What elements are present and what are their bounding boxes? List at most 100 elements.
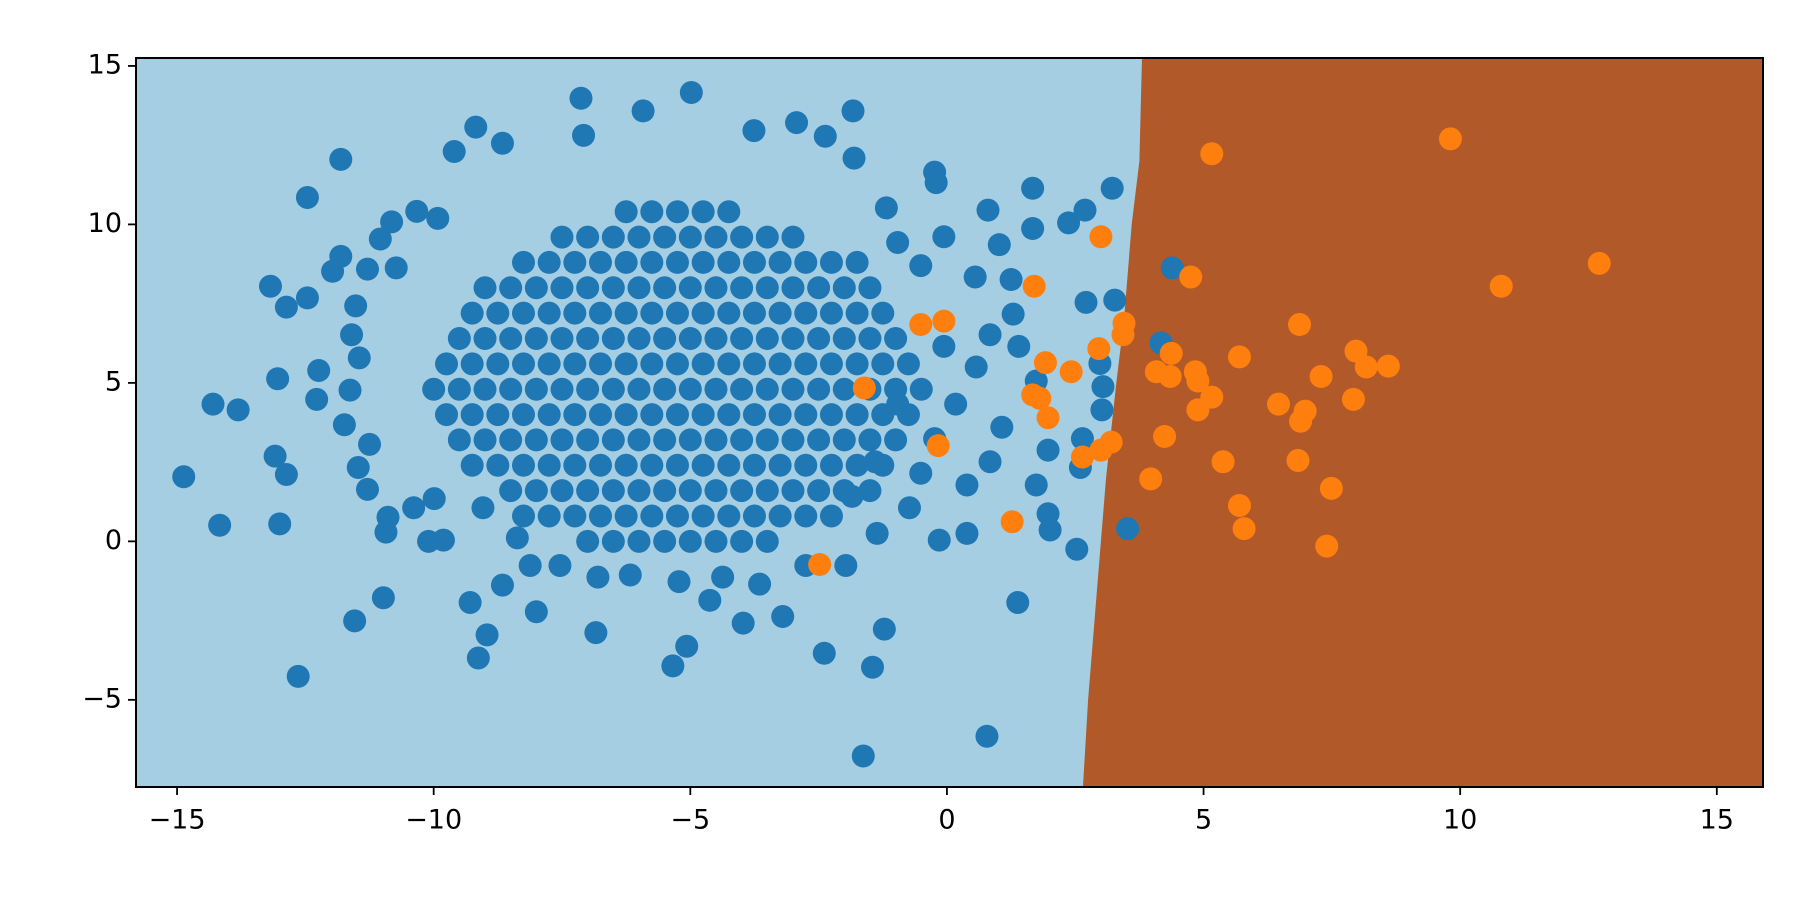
scatter-point — [1059, 360, 1083, 384]
scatter-point — [871, 301, 895, 325]
scatter-point — [569, 86, 593, 110]
scatter-point — [1200, 142, 1224, 166]
scatter-point — [1186, 398, 1210, 422]
scatter-point — [640, 453, 664, 477]
scatter-point — [742, 119, 766, 143]
scatter-point — [490, 131, 514, 155]
scatter-point — [781, 479, 805, 503]
scatter-point — [717, 453, 741, 477]
scatter-point — [819, 403, 843, 427]
scatter-point — [1091, 375, 1115, 399]
scatter-point — [807, 479, 831, 503]
scatter-point — [576, 276, 600, 300]
scatter-point — [704, 428, 728, 452]
scatter-point — [730, 479, 754, 503]
scatter-point — [274, 295, 298, 319]
scatter-point — [588, 453, 612, 477]
scatter-point — [640, 504, 664, 528]
scatter-point — [963, 265, 987, 289]
axes: −15 −10 −5 0 5 10 15 −5 0 5 10 15 — [82, 49, 1764, 836]
scatter-point — [785, 111, 809, 135]
scatter-point — [486, 352, 510, 376]
scatter-point — [845, 453, 869, 477]
scatter-point — [384, 256, 408, 280]
scatter-point — [807, 428, 831, 452]
scatter-point — [435, 352, 459, 376]
scatter-point — [601, 327, 625, 351]
scatter-point — [473, 276, 497, 300]
scatter-point — [1036, 406, 1060, 430]
scatter-point — [548, 553, 572, 577]
scatter-point — [665, 301, 689, 325]
scatter-point — [627, 225, 651, 249]
scatter-point — [475, 623, 499, 647]
scatter-point — [944, 392, 968, 416]
scatter-point — [499, 276, 523, 300]
scatter-point — [731, 611, 755, 635]
scatter-point — [524, 479, 548, 503]
scatter-point — [834, 553, 858, 577]
scatter-point — [819, 301, 843, 325]
scatter-point — [329, 244, 353, 268]
y-tick-label: 15 — [88, 49, 122, 80]
scatter-point — [1227, 494, 1251, 518]
scatter-point — [1159, 341, 1183, 365]
scatter-point — [964, 355, 988, 379]
scatter-point — [1090, 398, 1114, 422]
scatter-point — [447, 327, 471, 351]
scatter-point — [717, 301, 741, 325]
scatter-point — [794, 301, 818, 325]
scatter-point — [1022, 274, 1046, 298]
scatter-point — [640, 250, 664, 274]
scatter-point — [665, 200, 689, 224]
scatter-point — [1024, 473, 1048, 497]
scatter-point — [512, 403, 536, 427]
scatter-point — [447, 377, 471, 401]
scatter-point — [653, 377, 677, 401]
scatter-point — [640, 403, 664, 427]
scatter-point — [807, 327, 831, 351]
scatter-point — [460, 301, 484, 325]
scatter-point — [537, 504, 561, 528]
scatter-point — [1153, 424, 1177, 448]
scatter-point — [768, 352, 792, 376]
scatter-point — [678, 327, 702, 351]
scatter-point — [807, 276, 831, 300]
scatter-point — [576, 327, 600, 351]
scatter-point — [1036, 438, 1060, 462]
scatter-point — [755, 428, 779, 452]
scatter-point — [563, 403, 587, 427]
scatter-point — [730, 276, 754, 300]
scatter-point — [614, 301, 638, 325]
scatter-point — [813, 124, 837, 148]
scatter-point — [1227, 345, 1251, 369]
scatter-point — [307, 359, 331, 383]
scatter-point — [332, 413, 356, 437]
scatter-point — [640, 352, 664, 376]
scatter-point — [755, 225, 779, 249]
scatter-point — [871, 352, 895, 376]
y-tick-label: −5 — [82, 683, 122, 714]
scatter-point — [808, 552, 832, 576]
scatter-point — [691, 250, 715, 274]
scatter-point — [1289, 409, 1313, 433]
scatter-point — [932, 309, 956, 333]
scatter-point — [1087, 337, 1111, 361]
scatter-point — [537, 453, 561, 477]
scatter-point — [346, 456, 370, 480]
scatter-point — [1288, 313, 1312, 337]
axes-frame — [135, 57, 1764, 788]
scatter-point — [512, 301, 536, 325]
scatter-point — [586, 565, 610, 589]
scatter-point — [329, 147, 353, 171]
scatter-point — [1587, 251, 1611, 275]
scatter-point — [563, 250, 587, 274]
scatter-point — [665, 453, 689, 477]
scatter-point — [704, 479, 728, 503]
scatter-point — [460, 352, 484, 376]
scatter-point — [627, 377, 651, 401]
scatter-point — [886, 392, 910, 416]
scatter-point — [524, 327, 548, 351]
scatter-point — [588, 352, 612, 376]
scatter-point — [576, 428, 600, 452]
